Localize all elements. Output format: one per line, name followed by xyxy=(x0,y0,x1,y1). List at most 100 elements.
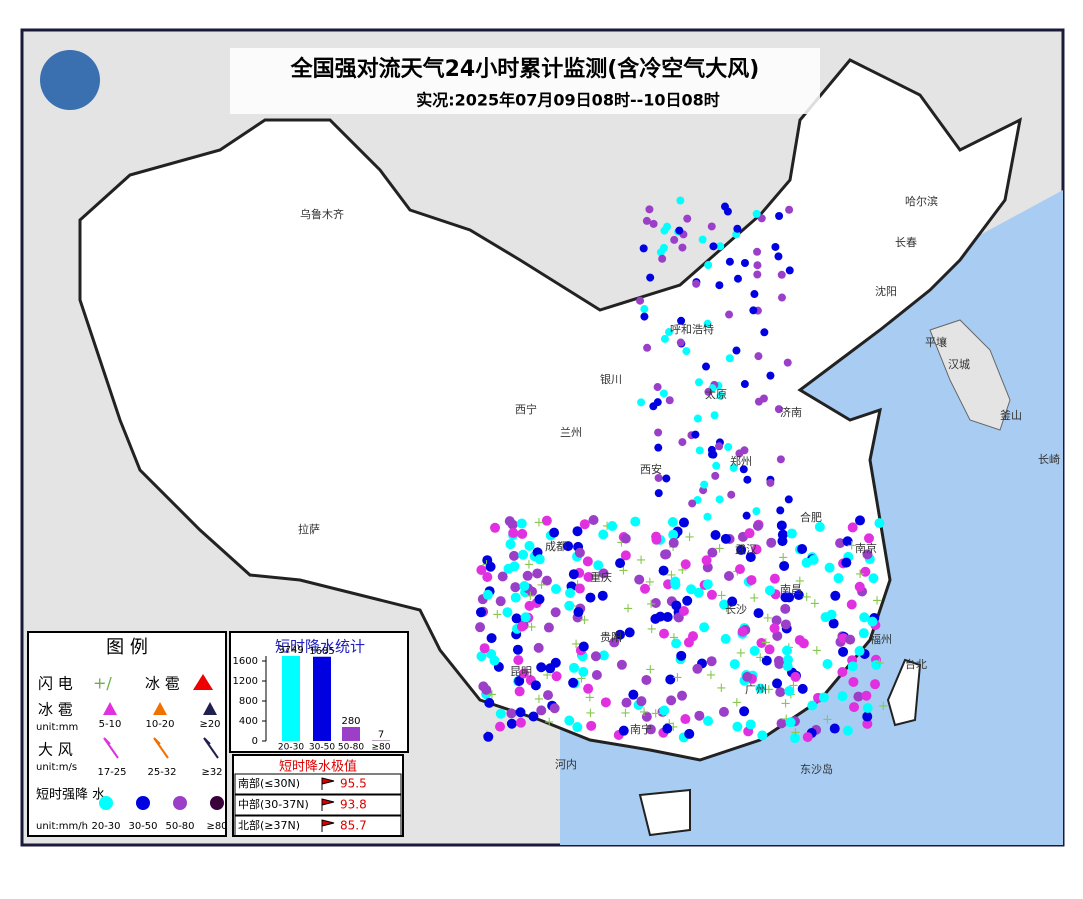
rain-dot xyxy=(766,372,774,380)
y-tick-label: 0 xyxy=(252,736,258,747)
lightning-mark: + xyxy=(544,715,555,730)
legend-class: 17-25 xyxy=(97,767,126,778)
rain-dot xyxy=(515,686,525,696)
rain-dot xyxy=(787,529,797,539)
city-label: 哈尔滨 xyxy=(905,194,938,208)
lightning-mark: + xyxy=(716,681,727,696)
city-label: 长沙 xyxy=(725,603,747,616)
rain-dot xyxy=(510,582,520,592)
rain-dot xyxy=(617,660,627,670)
rain-dot xyxy=(490,523,500,533)
rain-dot xyxy=(671,600,681,610)
rain-dot xyxy=(774,659,784,669)
rain-dot xyxy=(678,438,686,446)
rain-dot xyxy=(837,667,847,677)
rain-dot xyxy=(655,489,663,497)
rain-dot xyxy=(827,610,837,620)
rain-dot xyxy=(573,607,583,617)
legend-class: 10-20 xyxy=(145,719,174,730)
rain-dot xyxy=(487,633,497,643)
rain-dot xyxy=(636,297,644,305)
city-label: 南宁 xyxy=(630,722,652,736)
rain-dot xyxy=(640,313,648,321)
rain-dot xyxy=(754,352,762,360)
rain-dot xyxy=(601,697,611,707)
city-label: 釜山 xyxy=(1000,408,1022,422)
rain-dot xyxy=(676,197,684,205)
rain-dot xyxy=(696,446,704,454)
rain-dot xyxy=(666,695,676,705)
lightning-mark: + xyxy=(735,646,746,661)
rain-dot xyxy=(524,541,534,551)
x-tick-label: 20-30 xyxy=(278,743,304,753)
rain-dot xyxy=(694,711,704,721)
city-label: 拉萨 xyxy=(298,522,320,536)
rain-dot xyxy=(694,415,702,423)
city-label: 沈阳 xyxy=(875,284,897,298)
rain-dot xyxy=(725,311,733,319)
hainan xyxy=(640,790,690,835)
rain-dot xyxy=(670,236,678,244)
rain-dot xyxy=(564,601,574,611)
rain-dot xyxy=(511,593,521,603)
legend-label: 短时强降 水 xyxy=(36,788,105,803)
lightning-mark: + xyxy=(620,706,631,721)
rain-dot xyxy=(579,642,589,652)
rain-dot xyxy=(755,398,763,406)
city-label: 昆明 xyxy=(510,665,532,678)
lightning-mark: + xyxy=(706,668,717,683)
rain-dot xyxy=(749,306,757,314)
rain-dot xyxy=(825,563,835,573)
rain-dot xyxy=(607,521,617,531)
rain-dot xyxy=(760,328,768,336)
rain-dot xyxy=(572,526,582,536)
rain-dot xyxy=(589,515,599,525)
rain-dot xyxy=(868,573,878,583)
rain-dot xyxy=(534,594,544,604)
city-label: 呼和浩特 xyxy=(670,322,714,336)
value-label: 3749 xyxy=(278,645,303,656)
rain-dot xyxy=(867,617,877,627)
rain-dot xyxy=(709,242,717,250)
lightning-mark: + xyxy=(760,636,771,651)
city-label: 太原 xyxy=(705,388,727,401)
city-label: 济南 xyxy=(780,405,802,419)
rain-dot xyxy=(711,530,721,540)
city-label: 汉城 xyxy=(948,358,970,371)
lightning-mark: + xyxy=(811,644,822,659)
rain-dot xyxy=(676,651,686,661)
rain-dot xyxy=(855,582,865,592)
rain-dot xyxy=(707,656,717,666)
rain-dot xyxy=(646,274,654,282)
rain-dot xyxy=(823,659,833,669)
rain-dot xyxy=(677,691,687,701)
extreme-value: 85.7 xyxy=(340,819,367,833)
rain-dot xyxy=(630,517,640,527)
rain-dot xyxy=(702,363,710,371)
rain-dot xyxy=(550,703,560,713)
city-label: 乌鲁木齐 xyxy=(300,207,344,221)
city-label: 西安 xyxy=(640,462,662,476)
rain-dot xyxy=(640,584,650,594)
extremes-title: 短时降水极值 xyxy=(279,759,357,775)
rain-dot xyxy=(654,398,662,406)
rain-dot xyxy=(508,528,518,538)
rain-dot xyxy=(829,619,839,629)
rain-dot xyxy=(476,607,486,617)
rain-dot xyxy=(591,651,601,661)
legend-class: 5-10 xyxy=(99,719,122,730)
rain-dot xyxy=(726,258,734,266)
legend-label: 大 风 xyxy=(38,741,73,759)
rain-dot xyxy=(565,588,575,598)
rain-dot xyxy=(743,512,751,520)
city-label: 成都 xyxy=(545,540,567,553)
rain-dot xyxy=(735,564,745,574)
rain-dot xyxy=(798,684,808,694)
rain-dot xyxy=(721,203,729,211)
rain-dot xyxy=(551,658,561,668)
rain-dot xyxy=(848,661,858,671)
x-tick-label: ≥80 xyxy=(372,743,391,753)
lightning-mark: + xyxy=(526,620,537,635)
city-label: 福州 xyxy=(870,632,892,646)
rain-dot xyxy=(778,294,786,302)
